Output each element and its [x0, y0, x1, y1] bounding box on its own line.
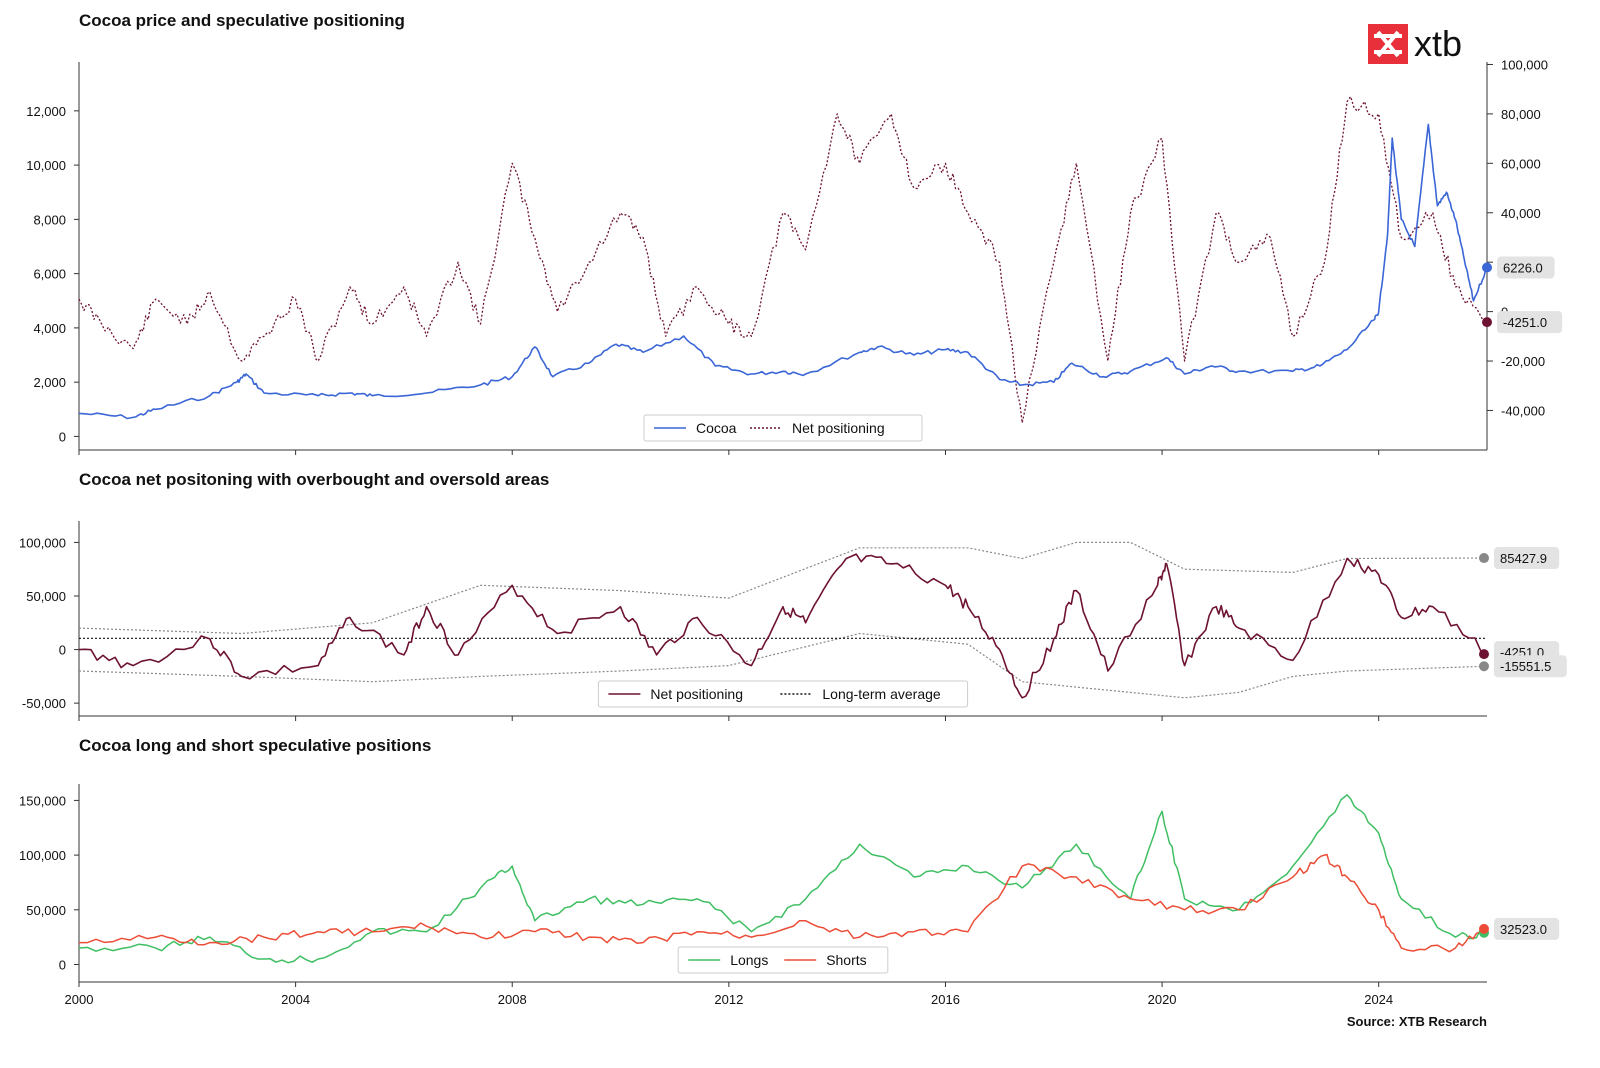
lower-band-line [78, 632, 1488, 699]
panel-3-y-tick-label: 0 [59, 957, 66, 972]
cocoa-end-dot [1482, 262, 1492, 273]
cocoa-price-line [78, 123, 1488, 420]
net-end-label-bg [1497, 311, 1563, 334]
x-tick-label: 2020 [1148, 992, 1177, 1007]
panel-1-y2-tick-label: 60,000 [1501, 156, 1541, 171]
x-tick-label: 2000 [65, 992, 94, 1007]
panel-1-title: Cocoa price and speculative positioning [79, 11, 405, 30]
shorts-end-dot [1479, 923, 1489, 934]
net-positioning-line [78, 95, 1488, 424]
x-tick-label: 2008 [498, 992, 527, 1007]
net-end-dot [1479, 649, 1489, 660]
panel-1-y2-tick-label: 100,000 [1501, 57, 1548, 72]
panel-1-y-tick-label: 10,000 [26, 158, 66, 173]
panel-2-legend-label: Net positioning [650, 686, 743, 702]
upper-band-end-label-bg [1494, 547, 1560, 570]
panel-1-y2-tick-label: -20,000 [1501, 354, 1545, 369]
panel-1-legend-label: Net positioning [792, 420, 885, 436]
longs-line [78, 794, 1488, 964]
upper-band-end-label: 85427.9 [1500, 551, 1547, 566]
x-tick-label: 2024 [1364, 992, 1393, 1007]
lower-band-end-dot [1479, 661, 1489, 672]
panel-3-y-tick-label: 100,000 [19, 848, 66, 863]
shorts-line [79, 853, 1488, 953]
panel-3-legend-box [677, 946, 889, 974]
panel-3-y-tick-label: 50,000 [26, 903, 66, 918]
panel-1-y-tick-label: 4,000 [33, 321, 66, 336]
shorts-end-label: 32523.0 [1500, 922, 1547, 937]
x-tick-label: 2016 [931, 992, 960, 1007]
panel-2-legend: Net positioning Long-term average [597, 680, 969, 708]
x-tick-label: 2012 [714, 992, 743, 1007]
panel-1-legend-box [643, 414, 923, 442]
panel-2-y-tick-label: 50,000 [26, 589, 66, 604]
shorts-end-label-bg [1494, 917, 1560, 940]
panel-3-legend-label: Shorts [826, 952, 866, 968]
panel-1-y2-tick-label: 40,000 [1501, 206, 1541, 221]
panel-3-y-tick-label: 150,000 [19, 793, 66, 808]
panel-1-y2-tick-label: 80,000 [1501, 107, 1541, 122]
net-end-dot [1482, 317, 1492, 328]
lower-band-end-label: -15551.5 [1500, 659, 1551, 674]
lower-band-end-label-bg [1494, 655, 1567, 678]
cocoa-end-label: 6226.0 [1503, 261, 1543, 276]
panel-1-y2-tick-label: -40,000 [1501, 403, 1545, 418]
panel-2-y-tick-label: 100,000 [19, 535, 66, 550]
xtb-logo-text: xtb [1414, 23, 1462, 64]
panel-1-y-tick-label: 2,000 [33, 375, 66, 390]
cocoa-end-label-bg [1497, 256, 1555, 279]
upper-band-line [78, 541, 1488, 635]
net-positioning-line [78, 553, 1488, 699]
panel-2-y-tick-label: -50,000 [22, 696, 66, 711]
panel-2-legend-label: Long-term average [822, 686, 941, 702]
panel-1-y-tick-label: 12,000 [26, 104, 66, 119]
panel-1-y-tick-label: 8,000 [33, 212, 66, 227]
panel-1-legend-label: Cocoa [696, 420, 737, 436]
source-note: Source: XTB Research [1347, 1014, 1487, 1029]
panel-2-legend-box [597, 680, 969, 708]
panel-1-y-tick-label: 6,000 [33, 267, 66, 282]
xtb-logo-cross-icon [1374, 30, 1402, 58]
panel-3-title: Cocoa long and short speculative positio… [79, 736, 431, 755]
xtb-logo: xtb [1368, 23, 1462, 64]
panel-2-y-tick-label: 0 [59, 643, 66, 658]
panel-1-y-tick-label: 0 [59, 429, 66, 444]
x-tick-label: 2004 [281, 992, 310, 1007]
panel-1-legend: Cocoa Net positioning [643, 414, 923, 442]
panel-3-legend-label: Longs [730, 952, 768, 968]
panel-2-title: Cocoa net positoning with overbought and… [79, 470, 549, 489]
panel-3-legend: Longs Shorts [677, 946, 889, 974]
net-end-label: -4251.0 [1503, 315, 1547, 330]
upper-band-end-dot [1479, 553, 1489, 564]
